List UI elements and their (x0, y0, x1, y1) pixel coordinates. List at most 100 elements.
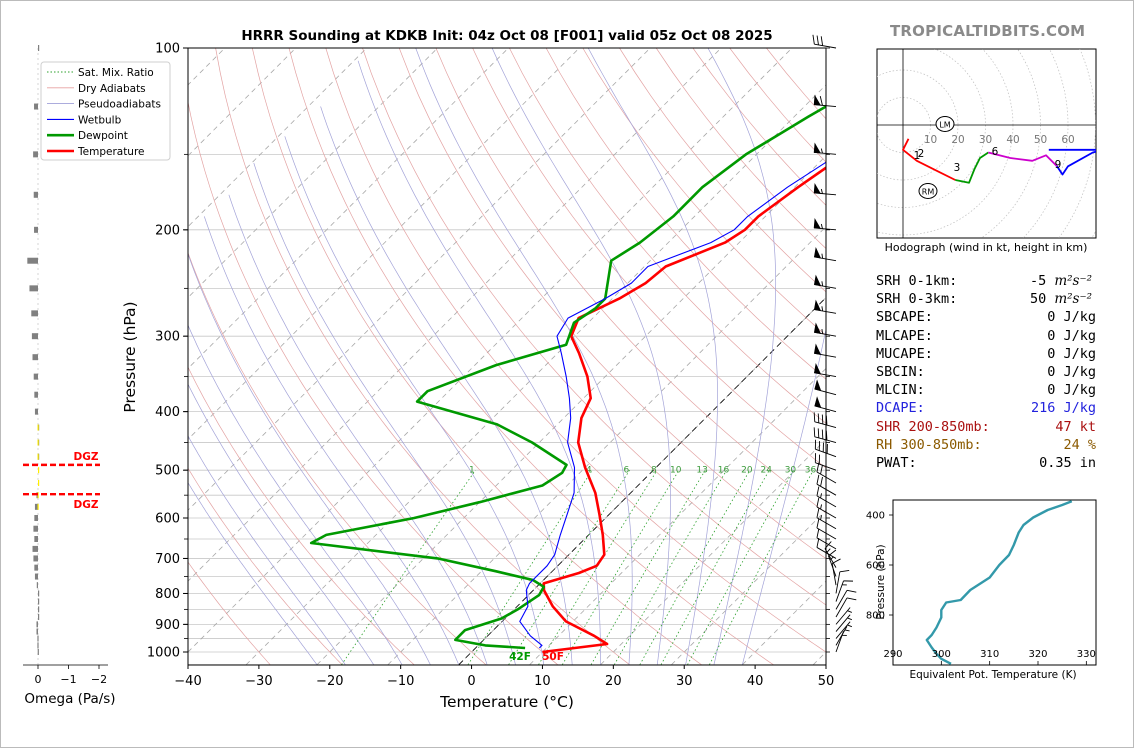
wind-barb (813, 322, 837, 337)
wind-barb (813, 142, 837, 155)
stat-key: DCAPE: (876, 400, 925, 417)
wind-barbs (812, 34, 857, 653)
brand-watermark: TROPICALTIDBITS.COM (890, 22, 1086, 40)
hodograph-ring-label: 40 (1006, 134, 1019, 146)
wind-barb-half (847, 610, 853, 613)
x-axis-tick-label: 10 (534, 674, 551, 689)
wind-barb-full (820, 476, 823, 487)
omega-bar (32, 354, 38, 361)
moist-adiabat-line (707, 48, 777, 665)
wind-barb-full (817, 413, 820, 423)
stat-key: MUCAPE: (876, 345, 933, 362)
wind-barb-full (816, 35, 819, 45)
omega-panel: DGZ DGZ 0 −1 −2 (23, 45, 108, 686)
omega-bar (32, 545, 38, 552)
wind-barb (835, 580, 854, 602)
mixing-ratio-line (561, 469, 680, 665)
surface-dewpoint-label: 42F (509, 651, 531, 663)
stat-row: SRH 0-1km: -5 m²s⁻² (876, 272, 1106, 290)
x-axis-tick-label: 40 (747, 674, 764, 689)
stat-number: -5 (1030, 273, 1047, 289)
hodograph-ring-label: 10 (924, 134, 937, 146)
mixing-ratio-label: 13 (696, 465, 707, 475)
wind-barb-staff (815, 448, 837, 458)
wind-barb-staff (814, 436, 837, 443)
skewt-x-axis-label: Temperature (°C) (439, 693, 574, 711)
wind-barb (812, 34, 837, 49)
wind-barb-staff (824, 548, 837, 568)
wind-barb-full (819, 96, 823, 106)
omega-bar (38, 606, 40, 613)
stat-value: 0 J/kg (1047, 327, 1096, 344)
wind-barb-half (821, 306, 824, 312)
wind-barb-staff (816, 506, 837, 519)
omega-bar (33, 151, 38, 158)
wind-barb (824, 541, 837, 568)
wind-barb (816, 474, 837, 496)
theta-e-x-tick-label: 330 (1077, 649, 1096, 660)
wind-barb (814, 379, 837, 396)
omega-bar (34, 103, 38, 110)
dewpoint-profile-line (309, 104, 826, 650)
wind-barb-full (816, 528, 820, 538)
x-axis-tick-label: −20 (316, 674, 343, 689)
moist-adiabat-line (188, 324, 403, 665)
theta-e-y-tick-label: 800 (866, 611, 885, 622)
wind-barb-half (820, 504, 822, 510)
y-axis-tick-label: 200 (155, 223, 180, 238)
wind-barb-full (820, 464, 823, 475)
wind-barb-full (821, 429, 824, 440)
hodograph-ring-label: 60 (1061, 134, 1074, 146)
moist-adiabat-line (228, 194, 488, 665)
omega-bar (33, 555, 38, 562)
wind-barb (813, 274, 837, 289)
omega-bar (33, 373, 38, 380)
wind-barb-staff (835, 597, 848, 618)
dry-adiabat-line (188, 100, 559, 665)
wind-barb-half (821, 253, 824, 259)
wind-barb (813, 217, 837, 231)
wind-barb (831, 558, 841, 586)
omega-bar (34, 408, 38, 415)
wind-barb-staff (835, 580, 844, 602)
stat-value: 47 kt (1055, 418, 1096, 435)
theta-e-y-tick-label: 600 (866, 561, 885, 572)
theta-e-x-tick-label: 310 (980, 649, 999, 660)
wind-barb-flag (813, 274, 822, 287)
stat-key: SRH 0-3km: (876, 291, 958, 308)
theta-e-profile-line (925, 500, 1073, 665)
mixing-ratio-line (687, 470, 794, 665)
wind-barb (816, 518, 837, 540)
dry-adiabat-line (582, 48, 826, 336)
hodograph-frame (876, 48, 1097, 239)
theta-e-y-tick-label: 400 (866, 511, 885, 522)
wind-barb-staff (814, 421, 837, 428)
hodograph-height-label: 2 (918, 148, 925, 160)
stat-value: 216 J/kg (1030, 400, 1096, 417)
wind-barb-staff (835, 621, 851, 639)
surface-temperature-label: 50F (542, 651, 564, 663)
wind-barb-full (816, 538, 820, 548)
dry-adiabat-line (188, 251, 487, 665)
omega-bar (38, 613, 40, 620)
legend-label: Dewpoint (78, 130, 128, 142)
y-axis-tick-label: 700 (155, 552, 180, 567)
dry-adiabat-line (435, 48, 826, 514)
wind-barb-full (820, 36, 824, 46)
wind-barb-full (824, 541, 832, 549)
mixing-ratio-line (660, 470, 770, 665)
omega-bar (37, 439, 39, 446)
wind-barb-half (829, 556, 834, 561)
left-mover-marker (935, 116, 955, 132)
skewt-legend: Sat. Mix. Ratio Dry Adiabats Pseudoadiabat… (40, 61, 171, 161)
y-axis-tick-label: 500 (155, 464, 180, 479)
omega-bar (38, 479, 40, 486)
omega-bar (38, 467, 40, 474)
legend-label: Pseudoadiabats (78, 99, 161, 111)
hodograph-height-label: 9 (1055, 159, 1062, 171)
dry-adiabat-line (325, 48, 826, 653)
wind-barb (816, 538, 837, 559)
mixing-ratio-label: 30 (785, 465, 797, 475)
wind-barb-staff (814, 43, 837, 49)
x-axis-tick-label: −40 (174, 674, 201, 689)
